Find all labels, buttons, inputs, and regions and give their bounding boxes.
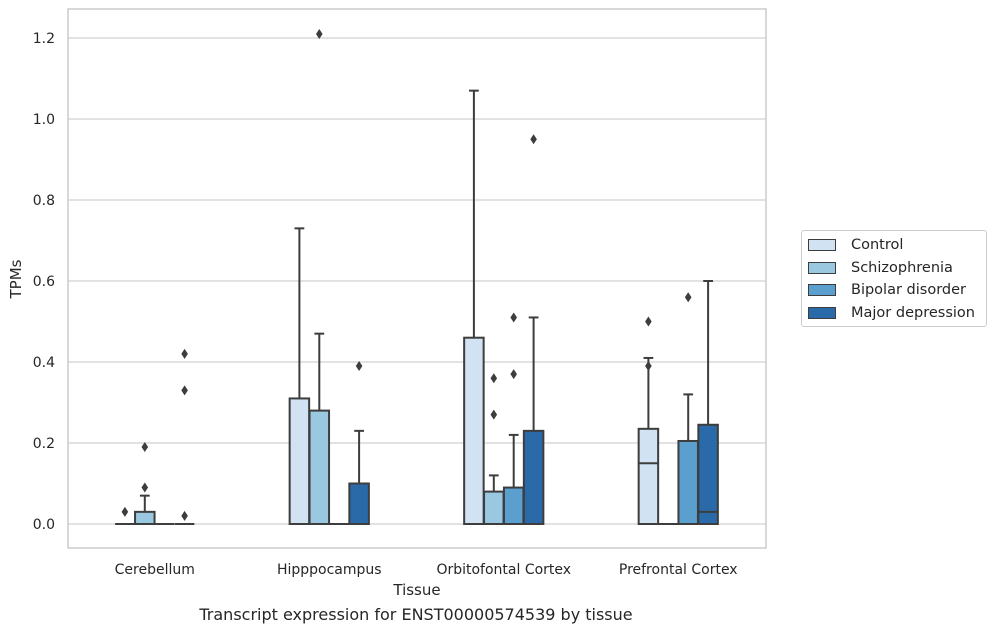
- y-tick-label: 0.6: [33, 274, 55, 290]
- y-tick-label: 0.2: [33, 436, 55, 452]
- outlier-point: [121, 506, 129, 517]
- box: [637, 427, 660, 526]
- legend-item: Control: [808, 235, 903, 255]
- outlier-point: [141, 482, 149, 493]
- legend-label: Bipolar disorder: [851, 282, 966, 298]
- x-tick-label: Cerebellum: [115, 562, 195, 578]
- box: [308, 409, 331, 526]
- outlier-point: [645, 361, 652, 372]
- outlier-point: [355, 361, 363, 372]
- legend-item: Bipolar disorder: [808, 280, 966, 300]
- outlier-point: [510, 312, 517, 323]
- outlier-point: [316, 28, 323, 39]
- legend-swatch: [808, 306, 836, 319]
- y-tick-label: 0.0: [33, 517, 55, 533]
- outlier-point: [141, 442, 149, 453]
- outlier-point: [181, 348, 188, 359]
- box: [348, 482, 370, 525]
- box: [463, 336, 485, 526]
- legend-label: Control: [851, 237, 904, 253]
- y-tick-label: 1.0: [33, 112, 55, 128]
- y-axis-label: TPMs: [7, 259, 25, 299]
- box: [288, 397, 311, 526]
- y-tick-label: 0.4: [33, 355, 55, 371]
- outlier-point: [510, 369, 517, 380]
- legend-label: Major depression: [851, 304, 975, 321]
- box: [483, 490, 505, 526]
- box: [697, 423, 719, 525]
- outlier-point: [181, 510, 188, 521]
- box: [677, 439, 699, 526]
- legend-swatch: [808, 284, 836, 296]
- plot-area-border: [67, 8, 767, 549]
- legend-swatch: [808, 239, 836, 251]
- legend-item: Major depression: [808, 303, 975, 323]
- legend-swatch: [808, 261, 836, 274]
- outlier-point: [645, 316, 652, 327]
- legend-label: Schizophrenia: [851, 259, 953, 276]
- box: [134, 510, 156, 526]
- x-tick-label: Hipppocampus: [277, 562, 382, 578]
- legend-item: Schizophrenia: [808, 258, 953, 278]
- y-tick-label: 0.8: [33, 193, 55, 209]
- x-tick-label: Orbitofontal Cortex: [436, 562, 571, 578]
- outlier-point: [684, 292, 692, 303]
- outlier-point: [490, 409, 498, 420]
- box: [522, 429, 545, 526]
- outlier-point: [490, 373, 498, 384]
- x-tick-label: Prefrontal Cortex: [619, 562, 738, 578]
- x-axis-label: Tissue: [392, 581, 440, 599]
- chart-caption: Transcript expression for ENST0000057453…: [199, 605, 633, 624]
- box: [502, 486, 525, 525]
- outlier-point: [181, 385, 188, 396]
- outlier-point: [530, 134, 537, 145]
- legend: Control Schizophrenia Bipolar disorder Majo…: [801, 230, 987, 327]
- y-tick-label: 1.2: [33, 31, 55, 47]
